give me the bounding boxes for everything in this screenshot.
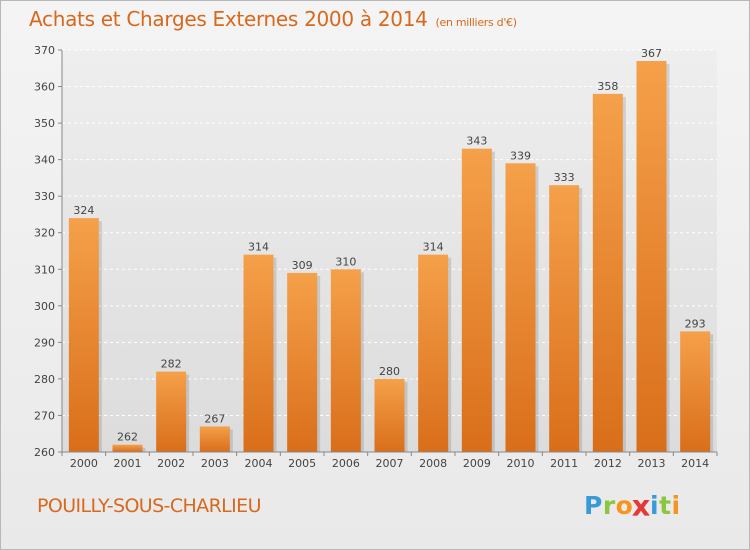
x-tick-label: 2006 — [332, 457, 360, 470]
y-tick-label: 330 — [34, 190, 55, 203]
data-label: 339 — [510, 149, 531, 162]
logo-letter: o — [615, 491, 634, 520]
data-label: 309 — [292, 259, 313, 272]
y-tick-label: 280 — [34, 373, 55, 386]
data-label: 333 — [554, 171, 575, 184]
x-tick-label: 2011 — [550, 457, 578, 470]
bar — [243, 254, 274, 452]
data-label: 314 — [248, 241, 269, 254]
x-tick-label: 2013 — [638, 457, 666, 470]
bar — [287, 272, 318, 452]
data-label: 293 — [685, 317, 706, 330]
chart-title-text: Achats et Charges Externes 2000 à 2014 — [29, 7, 428, 31]
x-axis: 2000 2001 2002 2003 2004 2005 2006 2007 2008 2009… — [61, 451, 718, 470]
data-label: 282 — [161, 358, 182, 371]
data-labels: 324 262 282 267 314 309 310 280 314 343 339 333 358 3… — [73, 47, 705, 444]
data-label: 324 — [73, 204, 94, 217]
logo-letter: i — [650, 491, 660, 520]
x-tick-label: 2012 — [594, 457, 622, 470]
data-label: 310 — [335, 255, 356, 268]
data-label: 262 — [117, 431, 138, 444]
logo-letter: x — [632, 488, 652, 523]
x-tick-label: 2009 — [463, 457, 491, 470]
bar — [199, 426, 230, 452]
bar — [418, 254, 449, 452]
bar — [680, 331, 711, 452]
y-tick-label: 340 — [34, 154, 55, 167]
commune-name: POUILLY-SOUS-CHARLIEU — [37, 495, 261, 517]
x-tick-label: 2010 — [507, 457, 535, 470]
y-tick-label: 360 — [34, 81, 55, 94]
bar — [505, 163, 536, 453]
x-tick-label: 2014 — [681, 457, 709, 470]
chart-unit-label: (en milliers d'€) — [435, 16, 517, 29]
proxiti-logo: Proxiti — [584, 488, 681, 523]
x-tick-label: 2005 — [288, 457, 316, 470]
y-tick-label: 370 — [34, 44, 55, 57]
y-tick-label: 270 — [34, 409, 55, 422]
x-tick-label: 2003 — [201, 457, 229, 470]
y-tick-label: 350 — [34, 117, 55, 130]
bar — [549, 185, 580, 452]
y-tick-label: 310 — [34, 263, 55, 276]
bar — [592, 93, 623, 452]
bar — [374, 378, 405, 452]
x-tick-label: 2004 — [245, 457, 273, 470]
x-tick-label: 2000 — [70, 457, 98, 470]
data-label: 314 — [423, 241, 444, 254]
x-tick-label: 2008 — [419, 457, 447, 470]
data-label: 367 — [641, 47, 662, 60]
data-label: 358 — [597, 80, 618, 93]
bar — [156, 371, 187, 452]
chart-title: Achats et Charges Externes 2000 à 2014 (e… — [29, 7, 517, 31]
logo-letter: r — [602, 491, 616, 520]
y-axis: 260 270 280 290 300 310 320 330 340 350 360 370 — [34, 44, 63, 459]
data-label: 280 — [379, 365, 400, 378]
logo-letter: i — [671, 491, 681, 520]
y-tick-label: 320 — [34, 227, 55, 240]
bar — [636, 60, 667, 453]
x-tick-label: 2007 — [376, 457, 404, 470]
logo-letter: t — [659, 491, 672, 520]
bar — [68, 218, 99, 452]
bar — [461, 148, 492, 452]
bar — [112, 444, 143, 452]
data-label: 267 — [204, 412, 225, 425]
y-tick-label: 290 — [34, 336, 55, 349]
x-tick-label: 2002 — [157, 457, 185, 470]
bars — [68, 60, 714, 453]
y-tick-label: 260 — [34, 446, 55, 459]
logo-letter: P — [584, 491, 603, 520]
y-tick-label: 300 — [34, 300, 55, 313]
data-label: 343 — [466, 135, 487, 148]
bar — [330, 269, 361, 452]
x-tick-label: 2001 — [114, 457, 142, 470]
